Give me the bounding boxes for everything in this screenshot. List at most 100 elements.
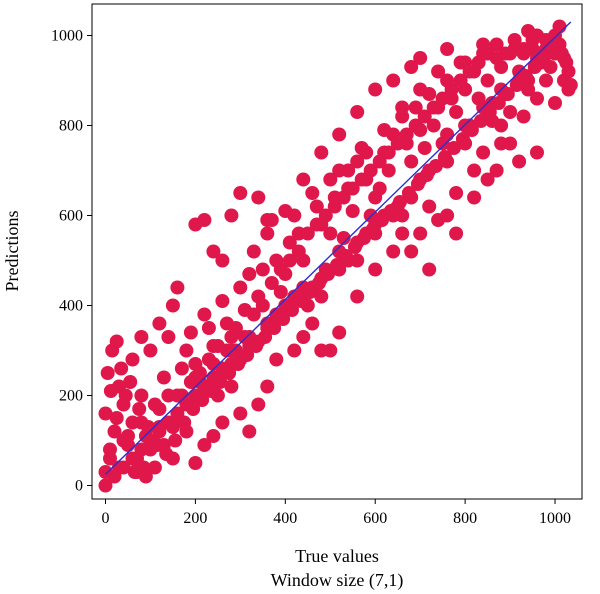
data-point	[431, 64, 446, 79]
data-point	[197, 213, 212, 227]
data-point	[215, 415, 230, 430]
data-point	[512, 154, 527, 169]
data-point	[314, 343, 329, 358]
data-point	[476, 145, 491, 160]
data-point	[251, 190, 266, 205]
data-point	[233, 186, 248, 200]
data-point	[449, 186, 464, 200]
data-point	[357, 231, 371, 245]
data-point	[251, 397, 266, 412]
data-point	[413, 82, 428, 97]
data-point	[350, 154, 365, 169]
y-tick-label: 1000	[51, 28, 83, 45]
data-point	[294, 294, 308, 308]
data-point	[395, 226, 410, 241]
data-point	[273, 262, 288, 277]
x-tick-label: 800	[453, 510, 477, 527]
data-point	[536, 51, 551, 65]
data-point	[103, 442, 117, 457]
data-point	[482, 105, 497, 119]
data-point	[132, 402, 147, 416]
data-point	[300, 226, 315, 241]
data-point	[368, 262, 383, 277]
data-point	[305, 186, 320, 200]
data-point	[518, 69, 533, 83]
data-point	[222, 366, 237, 380]
data-point	[530, 91, 544, 106]
data-point	[561, 64, 576, 79]
data-point	[159, 447, 174, 461]
data-point	[273, 285, 288, 299]
data-point	[494, 118, 509, 133]
data-point	[228, 321, 243, 335]
data-point	[321, 267, 335, 281]
data-point	[408, 118, 423, 133]
data-point	[197, 438, 212, 452]
data-point	[372, 154, 387, 169]
data-point	[552, 19, 567, 34]
data-point	[318, 208, 333, 223]
data-point	[471, 55, 486, 70]
data-point	[246, 307, 261, 322]
y-tick-label: 400	[59, 298, 83, 315]
data-point	[233, 280, 248, 295]
data-point	[264, 276, 279, 290]
data-point	[395, 208, 410, 223]
data-point	[428, 159, 443, 173]
data-point	[350, 253, 365, 268]
data-point	[177, 415, 192, 430]
data-point	[404, 60, 419, 74]
data-point	[489, 37, 504, 52]
data-point	[107, 424, 122, 439]
y-axis-ticks: 0 200 400 600 800 1000	[51, 28, 92, 495]
data-point	[278, 204, 293, 218]
data-point	[426, 118, 441, 133]
data-point	[455, 132, 470, 146]
data-point	[440, 42, 455, 56]
data-point	[399, 127, 414, 142]
data-point	[206, 244, 221, 259]
data-point	[197, 307, 212, 322]
data-point	[98, 478, 113, 493]
data-point	[170, 280, 185, 295]
data-point	[107, 469, 122, 484]
y-axis-title: Predictions	[2, 211, 22, 292]
data-point	[249, 339, 264, 353]
data-point	[125, 451, 140, 466]
x-tick-label: 1000	[539, 510, 571, 527]
data-point	[309, 217, 324, 232]
data-point	[224, 208, 239, 223]
data-point	[258, 330, 273, 344]
data-point	[141, 420, 156, 434]
data-point	[521, 24, 536, 38]
data-point	[327, 199, 342, 214]
data-point	[530, 145, 544, 160]
data-point	[419, 168, 434, 182]
data-point	[336, 231, 351, 245]
y-tick-label: 200	[59, 388, 83, 405]
data-point	[246, 244, 261, 259]
data-point	[195, 393, 210, 407]
data-point	[426, 100, 441, 115]
data-point	[156, 370, 171, 385]
data-point	[345, 204, 360, 218]
x-tick-label: 0	[101, 510, 109, 527]
data-point	[309, 199, 324, 214]
data-point	[206, 357, 221, 371]
y-tick-label: 0	[75, 478, 83, 495]
data-point	[150, 438, 165, 452]
data-point	[348, 240, 362, 254]
data-point	[314, 145, 329, 160]
data-point	[260, 213, 275, 227]
data-point	[152, 424, 167, 439]
data-point	[98, 406, 113, 421]
data-point	[410, 177, 425, 191]
data-point	[282, 235, 297, 250]
data-point	[224, 343, 239, 358]
data-point	[138, 469, 153, 484]
data-point	[174, 361, 189, 376]
data-point	[413, 51, 428, 65]
x-tick-label: 600	[363, 510, 387, 527]
data-point	[134, 442, 149, 457]
data-point	[152, 402, 167, 416]
